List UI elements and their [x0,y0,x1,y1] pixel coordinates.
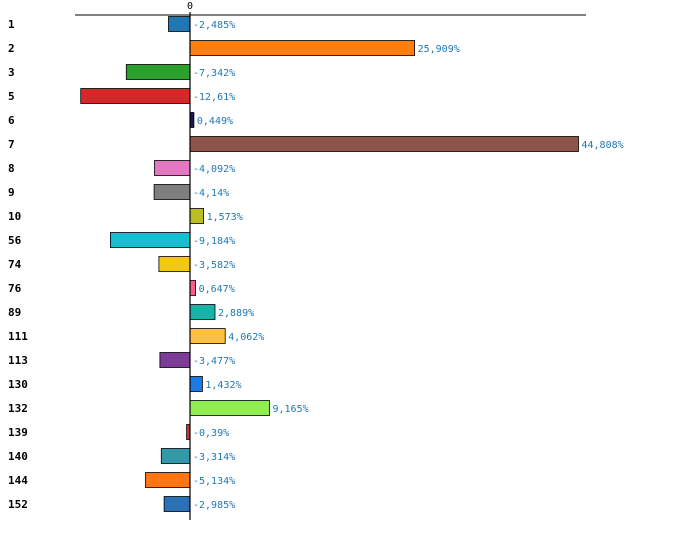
bar-2 [189,40,416,56]
bar-132 [189,400,270,416]
bar-10 [189,208,205,224]
category-label-7: 7 [8,138,15,151]
bar-5 [80,88,191,104]
category-label-140: 140 [8,450,28,463]
value-label-56: -9,184% [193,236,235,247]
category-label-56: 56 [8,234,22,247]
bar-113 [159,352,191,368]
bar-89 [189,304,216,320]
bar-76 [189,280,196,296]
category-label-10: 10 [8,210,21,223]
bar-3 [125,64,191,80]
category-labels-group: 1235678910567476891111131301321391401441… [8,18,28,511]
bar-140 [160,448,191,464]
value-label-130: 1,432% [205,380,241,391]
category-label-3: 3 [8,66,15,79]
value-label-111: 4,062% [228,332,264,343]
category-label-5: 5 [8,90,15,103]
bars-group [80,16,579,512]
category-label-76: 76 [8,282,22,295]
category-label-113: 113 [8,354,28,367]
value-label-152: -2,985% [193,500,235,511]
value-label-74: -3,582% [193,260,235,271]
category-label-89: 89 [8,306,21,319]
value-label-2: 25,909% [418,44,460,55]
value-label-76: 0,647% [199,284,235,295]
value-label-139: -0,39% [193,428,229,439]
category-label-130: 130 [8,378,28,391]
category-label-144: 144 [8,474,28,487]
value-label-9: -4,14% [193,188,229,199]
category-label-1: 1 [8,18,15,31]
bar-56 [110,232,191,248]
category-label-132: 132 [8,402,28,415]
value-label-144: -5,134% [193,476,235,487]
value-label-140: -3,314% [193,452,235,463]
value-label-10: 1,573% [207,212,243,223]
value-label-5: -12,61% [193,92,235,103]
category-label-8: 8 [8,162,15,175]
category-label-2: 2 [8,42,15,55]
value-label-89: 2,889% [218,308,254,319]
value-label-3: -7,342% [193,68,235,79]
bar-74 [158,256,191,272]
bar-130 [189,376,203,392]
bar-8 [154,160,191,176]
category-label-6: 6 [8,114,15,127]
value-label-1: -2,485% [193,20,235,31]
value-label-7: 44,808% [582,140,624,151]
value-label-132: 9,165% [273,404,309,415]
category-label-74: 74 [8,258,22,271]
bar-7 [189,136,579,152]
value-label-6: 0,449% [197,116,233,127]
zero-tick-label: 0 [187,1,193,12]
bar-1 [168,16,191,32]
value-label-8: -4,092% [193,164,235,175]
category-label-152: 152 [8,498,28,511]
category-label-139: 139 [8,426,28,439]
category-label-111: 111 [8,330,28,343]
category-label-9: 9 [8,186,15,199]
bar-152 [163,496,191,512]
bar-111 [189,328,226,344]
bar-9 [153,184,191,200]
value-labels-group: -2,485% 25,909% -7,342% -12,61% 0,449% 44,808… [193,20,624,511]
value-label-113: -3,477% [193,356,235,367]
bar-144 [145,472,191,488]
